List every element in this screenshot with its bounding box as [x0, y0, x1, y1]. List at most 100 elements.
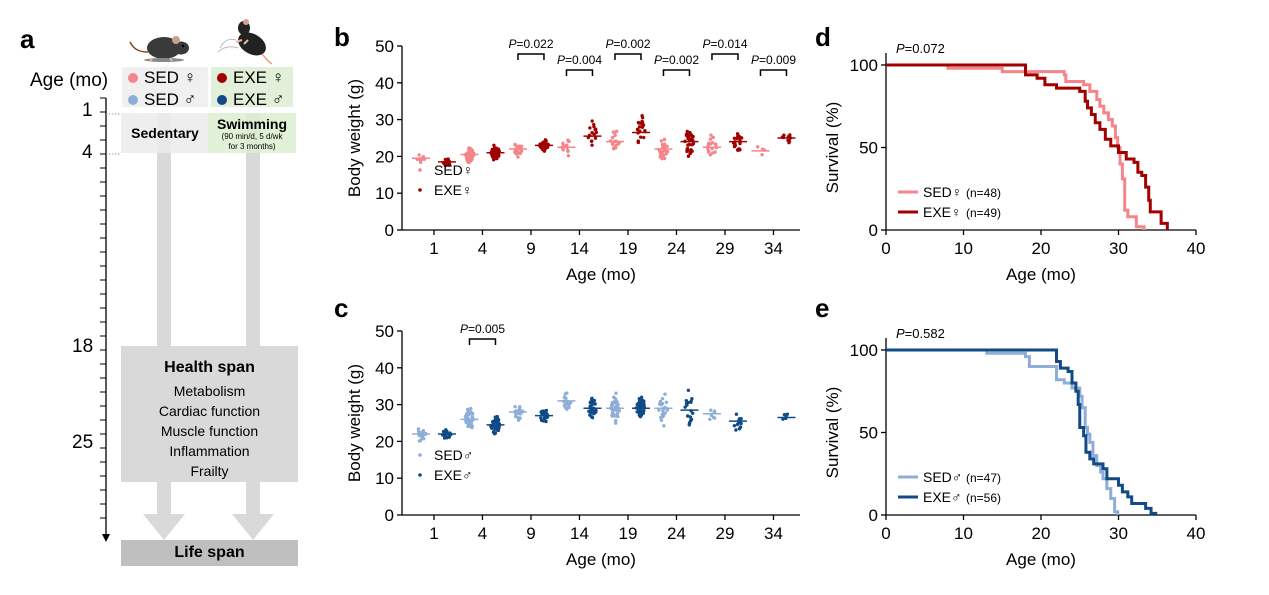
exe-group-legend: EXE ♀ EXE ♂	[211, 67, 293, 109]
data-point	[662, 137, 667, 142]
legend-n: (n=48)	[966, 186, 1001, 200]
y-tick-label: 50	[375, 322, 394, 341]
data-point	[610, 413, 614, 418]
data-point	[610, 403, 614, 407]
legend-label: EXE♀	[434, 182, 473, 198]
sedentary-box: Sedentary	[121, 113, 209, 153]
exe-female-dot-icon	[217, 72, 227, 83]
sedentary-mouse-icon	[129, 36, 189, 62]
data-point	[636, 408, 641, 413]
sed-female-label: SED ♀	[144, 68, 197, 87]
data-point	[690, 143, 694, 147]
series-0	[411, 129, 770, 165]
survival-curve-0	[886, 63, 1146, 230]
data-point	[761, 147, 765, 151]
data-point	[738, 141, 742, 146]
data-point	[707, 150, 711, 154]
data-point	[539, 416, 543, 420]
data-point	[613, 133, 617, 138]
sed-male-label: SED ♂	[144, 90, 197, 109]
data-point	[661, 155, 665, 159]
data-point	[590, 130, 594, 135]
data-point	[635, 127, 640, 132]
series-1	[437, 388, 796, 440]
data-point	[707, 141, 711, 145]
y-tick-label: 0	[385, 221, 394, 240]
data-point	[466, 422, 470, 427]
data-point	[640, 114, 644, 118]
x-tick-label: 20	[1032, 524, 1051, 543]
data-point	[589, 400, 593, 404]
data-point	[738, 136, 742, 140]
data-point	[660, 412, 664, 417]
data-point	[635, 402, 639, 407]
survival-male-chart: 0 50 100 0 10 20 30 40 Survival (%) Age (mo) P=0.5…	[823, 326, 1205, 569]
data-point	[492, 143, 496, 148]
x-tick-label: 24	[667, 524, 686, 543]
x-axis-label: Age (mo)	[1006, 550, 1076, 569]
y-tick-label: 10	[375, 184, 394, 203]
y-tick-label: 100	[850, 56, 878, 75]
data-point	[495, 153, 499, 157]
data-point	[417, 153, 421, 157]
data-point	[709, 408, 713, 412]
life-span-box: Life span	[121, 540, 298, 566]
data-point	[637, 125, 642, 129]
data-point	[592, 124, 596, 129]
data-point	[513, 150, 517, 154]
panel-a-letter: a	[20, 24, 35, 54]
x-tick-label: 14	[570, 524, 589, 543]
data-point	[664, 152, 668, 156]
p-value-label: P=0.009	[751, 53, 796, 67]
data-point	[659, 418, 664, 423]
data-point	[615, 412, 620, 416]
data-point	[470, 148, 474, 152]
data-point	[418, 160, 423, 164]
survival-female-chart: 0 50 100 0 10 20 30 40 Survival (%) Age (mo) P=0.0…	[823, 41, 1205, 284]
data-point	[636, 139, 640, 143]
y-tick-label: 50	[375, 37, 394, 56]
panel-e-letter: e	[815, 293, 830, 323]
y-tick-label: 10	[375, 469, 394, 488]
data-point	[637, 121, 642, 125]
health-span-title: Health span	[164, 359, 255, 376]
legend-n: (n=47)	[966, 471, 1001, 485]
data-point	[563, 402, 568, 406]
x-tick-label: 30	[1109, 239, 1128, 258]
sedentary-label: Sedentary	[131, 125, 199, 141]
data-point	[445, 429, 449, 433]
data-point	[782, 412, 787, 417]
data-point	[688, 415, 693, 419]
data-point	[781, 417, 785, 421]
swimming-detail-2: for 3 months)	[228, 142, 276, 151]
data-point	[513, 404, 517, 409]
legend-sed-female: SED ♀	[128, 67, 208, 89]
data-point	[736, 421, 741, 425]
legend-n: (n=56)	[966, 491, 1001, 505]
health-item: Inflammation	[169, 443, 250, 459]
data-point	[518, 405, 522, 409]
p-value-label: P=0.002	[605, 37, 650, 51]
data-point	[663, 392, 667, 396]
legend-marker-icon	[418, 188, 422, 192]
data-point	[589, 139, 594, 143]
x-tick-label: 24	[667, 239, 686, 258]
data-point	[443, 163, 447, 168]
survival-curve-1	[886, 63, 1169, 230]
data-point	[688, 151, 693, 155]
legend-label: EXE♀	[923, 204, 962, 220]
legend-label: EXE♂	[923, 489, 962, 505]
panel-c-letter: c	[334, 293, 349, 323]
data-point	[684, 132, 689, 137]
y-tick-label: 20	[375, 147, 394, 166]
data-point	[492, 419, 496, 424]
legend-marker-icon	[418, 168, 422, 172]
data-point	[593, 127, 597, 132]
data-point	[492, 158, 496, 162]
health-item: Cardiac function	[158, 403, 261, 419]
data-point	[593, 402, 597, 406]
sed-arrow-head-icon	[143, 514, 185, 540]
data-point	[734, 412, 739, 416]
data-point	[711, 415, 716, 420]
